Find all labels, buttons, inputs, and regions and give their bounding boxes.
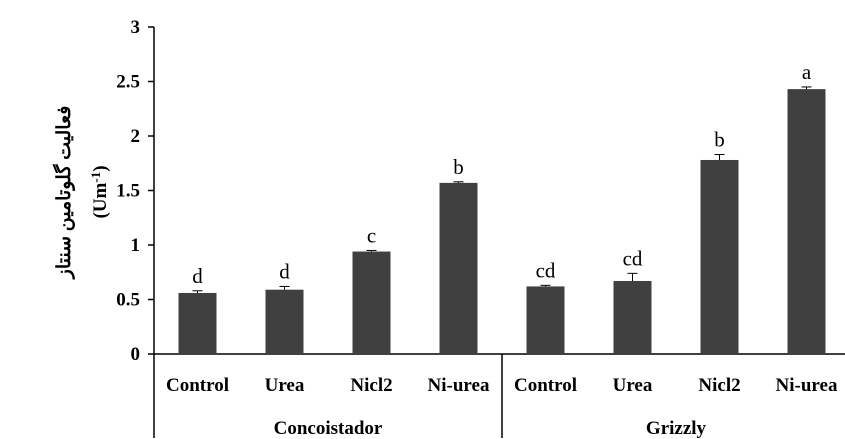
category-label: Nicl2 [350, 375, 392, 396]
y-axis-label: فعالیت گلوتامین سنتاز (Um-1) [52, 106, 111, 281]
category-label: Urea [265, 375, 305, 396]
y-axis-unit-close: ) [90, 165, 111, 171]
significance-letter: cd [623, 246, 643, 270]
group-label: Concoistador [274, 418, 383, 439]
category-label: Ni-urea [776, 375, 838, 396]
x-labels: Control Urea Nicl2 Ni-urea Concoistador Contr… [166, 375, 838, 439]
y-axis-unit: (Um-1) [88, 165, 111, 218]
significance-letter: b [714, 128, 725, 152]
significance-letter: c [367, 223, 376, 247]
group-label: Grizzly [646, 418, 707, 439]
y-axis-unit-open: (Um [90, 182, 111, 218]
y-axis-unit-sup: -1 [88, 172, 103, 183]
bar [178, 292, 217, 354]
bar [352, 251, 391, 354]
bar [700, 159, 739, 354]
bar [787, 89, 826, 354]
y-tick-label: 2.5 [116, 72, 140, 93]
bars: d d c b cd cd b a [178, 60, 826, 354]
y-tick-label: 1 [131, 235, 141, 256]
bar [613, 280, 652, 354]
significance-letter: d [279, 259, 290, 283]
y-ticks: 0 0.5 1 1.5 2 2.5 3 [116, 17, 154, 365]
category-label: Urea [613, 375, 653, 396]
category-label: Nicl2 [698, 375, 740, 396]
y-axis-title: فعالیت گلوتامین سنتاز [52, 106, 75, 281]
significance-letter: b [453, 155, 464, 179]
significance-letter: a [802, 60, 812, 84]
category-label: Control [166, 375, 229, 396]
bar [526, 286, 565, 354]
category-label: Ni-urea [428, 375, 490, 396]
y-tick-label: 1.5 [116, 181, 140, 202]
bar [265, 289, 304, 354]
y-tick-label: 2 [131, 126, 141, 147]
y-tick-label: 0 [131, 344, 141, 365]
y-tick-label: 3 [131, 17, 141, 38]
category-label: Control [514, 375, 577, 396]
axes [153, 27, 845, 438]
bar [439, 182, 478, 354]
significance-letter: cd [536, 258, 556, 282]
significance-letter: d [192, 264, 203, 288]
y-tick-label: 0.5 [116, 290, 140, 311]
